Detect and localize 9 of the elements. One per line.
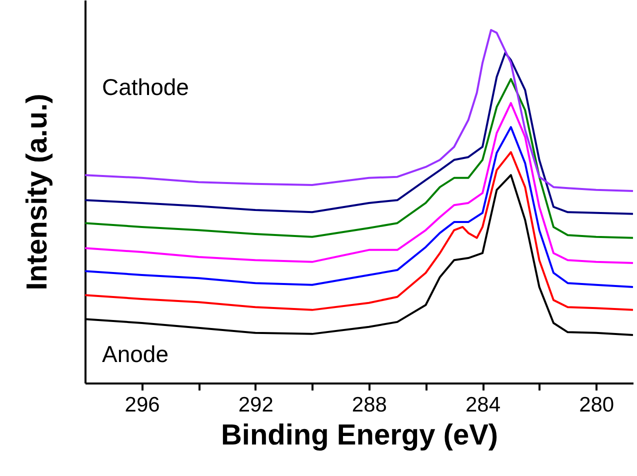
x-tick-label: 280 [579,394,614,416]
x-tick-label: 284 [465,394,501,416]
y-axis-title: Intensity (a.u.) [22,94,54,290]
x-tick-label: 296 [124,394,160,416]
annotation: Cathode [102,74,189,100]
x-axis-title: Binding Energy (eV) [220,420,498,452]
x-tick-label: 288 [352,394,387,416]
annotation: Anode [102,341,169,367]
x-tick-label: 292 [238,394,274,416]
